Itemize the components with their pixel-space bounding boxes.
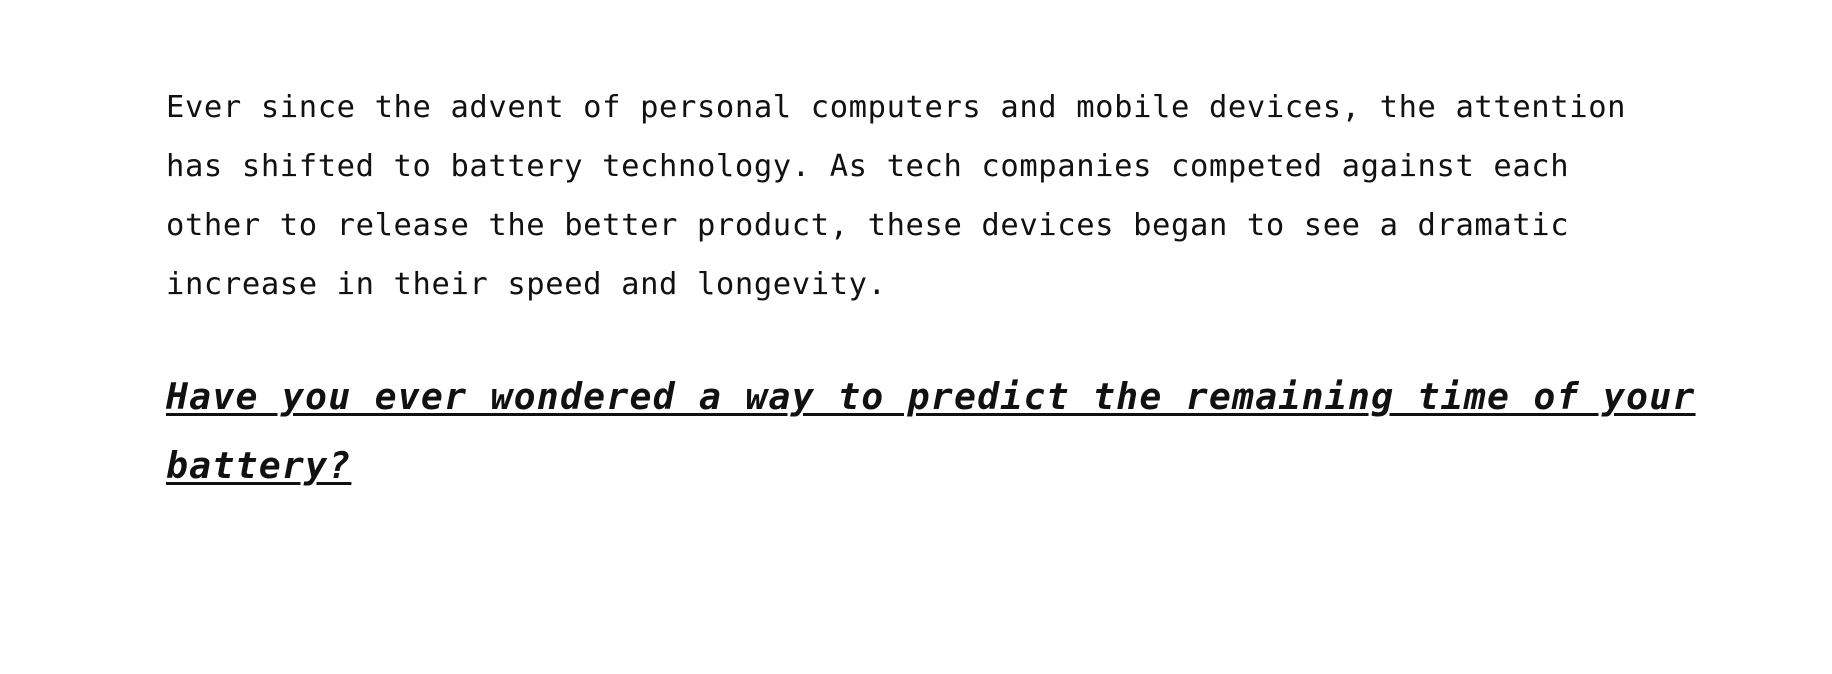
- intro-paragraph: Ever since the advent of personal comput…: [166, 78, 1686, 314]
- heading-line: Have you ever wondered a way to predict …: [166, 362, 1694, 431]
- heading-line: battery?: [166, 431, 1686, 500]
- intro-line: other to release the better product, the…: [166, 208, 1570, 243]
- heading-text: battery?: [166, 444, 352, 487]
- document-page: Ever since the advent of personal comput…: [166, 78, 1694, 500]
- heading-text: Have you ever wondered a way to predict …: [166, 375, 1696, 418]
- intro-line: has shifted to battery technology. As te…: [166, 149, 1570, 184]
- intro-line: increase in their speed and longevity.: [166, 267, 887, 302]
- intro-line: Ever since the advent of personal comput…: [166, 90, 1627, 125]
- question-heading: Have you ever wondered a way to predict …: [166, 362, 1694, 500]
